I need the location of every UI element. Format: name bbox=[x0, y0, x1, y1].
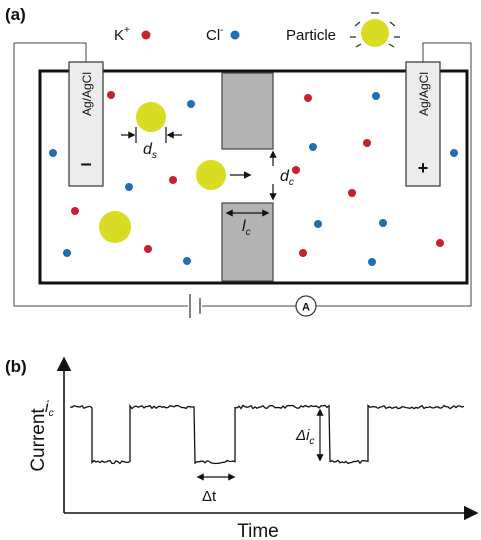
channel-diameter-label: dc bbox=[280, 168, 294, 188]
particle-lower bbox=[99, 211, 131, 243]
panel-b-label: (b) bbox=[5, 357, 27, 376]
channel-upper-wall bbox=[221, 72, 274, 150]
legend: K+ Cl- Particle bbox=[114, 12, 400, 48]
left-electrode: Ag/AgCl – bbox=[68, 61, 104, 187]
right-electrode: Ag/AgCl + bbox=[405, 61, 441, 187]
y-axis-label: Current bbox=[28, 408, 49, 472]
legend-particle-marker bbox=[350, 12, 400, 48]
particle-upper bbox=[136, 102, 166, 132]
legend-particle-label: Particle bbox=[286, 27, 336, 44]
right-electrode-label: Ag/AgCl bbox=[417, 72, 431, 116]
cl-ions bbox=[49, 92, 458, 266]
legend-k-label: K+ bbox=[114, 25, 130, 44]
particle-size-dimension bbox=[121, 127, 182, 143]
channel-length-label: lc bbox=[242, 218, 251, 238]
svg-text:A: A bbox=[302, 302, 310, 314]
x-axis-label: Time bbox=[237, 521, 279, 540]
particle-entering-channel bbox=[196, 160, 226, 190]
legend-k-ion-marker bbox=[141, 30, 151, 40]
negative-sign: – bbox=[80, 153, 91, 175]
battery-symbol bbox=[189, 294, 201, 318]
legend-cl-ion-marker bbox=[230, 30, 240, 40]
panel-a-label: (a) bbox=[5, 5, 26, 24]
baseline-current-label: ic bbox=[45, 399, 54, 419]
current-trace bbox=[69, 403, 465, 465]
electrolyte-cell bbox=[38, 69, 469, 285]
k-ions bbox=[71, 91, 444, 257]
duration-label: Δt bbox=[202, 488, 217, 505]
current-drop-label: Δic bbox=[295, 427, 314, 447]
particles bbox=[99, 102, 226, 243]
ammeter: A bbox=[295, 295, 317, 317]
positive-sign: + bbox=[418, 158, 429, 178]
circuit-wires bbox=[13, 42, 472, 307]
channel-lower-wall bbox=[221, 202, 274, 282]
particle-size-label: ds bbox=[143, 141, 157, 161]
left-electrode-label: Ag/AgCl bbox=[80, 72, 94, 116]
legend-cl-label: Cl- bbox=[206, 25, 224, 44]
